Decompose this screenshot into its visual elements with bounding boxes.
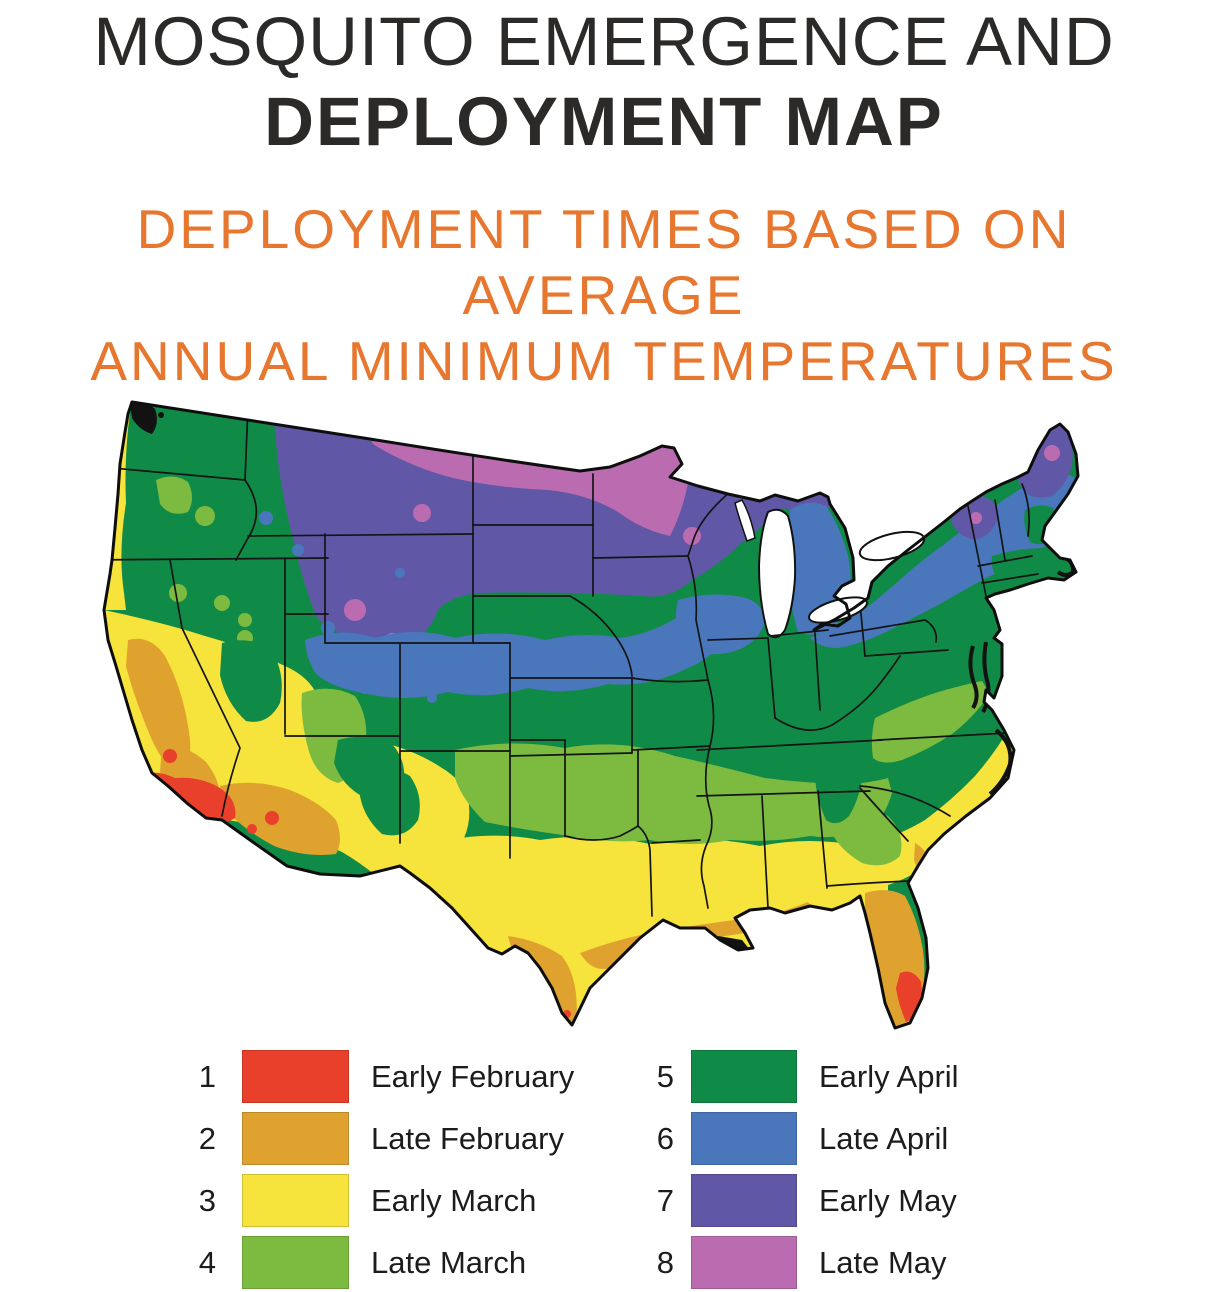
legend-number: 8: [656, 1244, 674, 1280]
legend-swatch-late-march: [242, 1236, 349, 1289]
legend-label: Early May: [819, 1182, 957, 1218]
zone-5-early-april-islands: [220, 505, 1074, 836]
legend-swatch-late-april: [691, 1112, 797, 1165]
legend-label: Late April: [819, 1120, 949, 1156]
legend-label: Early February: [371, 1058, 575, 1094]
title-line-2: DEPLOYMENT MAP: [264, 83, 944, 161]
legend-swatch-early-april: [691, 1050, 797, 1103]
us-map-svg: [102, 400, 1080, 1039]
legend-item-1: 1 Early February: [180, 1050, 574, 1103]
legend-label: Early March: [371, 1182, 537, 1218]
legend-item-7: 7 Early May: [648, 1174, 959, 1227]
legend-swatch-early-may: [691, 1174, 797, 1227]
legend-number: 4: [198, 1244, 216, 1280]
page-subtitle: DEPLOYMENT TIMES BASED ON AVERAGE ANNUAL…: [0, 196, 1208, 394]
legend-number: 6: [656, 1120, 674, 1156]
legend-swatch-late-february: [242, 1112, 349, 1165]
mississippi-delta: [718, 936, 750, 950]
legend-number: 2: [198, 1120, 216, 1156]
chesapeake-bay: [968, 645, 979, 710]
lake-erie: [808, 596, 868, 624]
subtitle-line-1: DEPLOYMENT TIMES BASED ON AVERAGE: [136, 198, 1072, 326]
legend-label: Early April: [819, 1058, 959, 1094]
legend-swatch-early-february: [242, 1050, 349, 1103]
legend-number: 5: [656, 1058, 674, 1094]
title-line-1: MOSQUITO EMERGENCE AND: [93, 3, 1115, 80]
legend-item-3: 3 Early March: [180, 1174, 574, 1227]
legend-label: Late May: [819, 1244, 947, 1280]
legend-label: Late March: [371, 1244, 527, 1280]
legend-item-5: 5 Early April: [648, 1050, 959, 1103]
legend-number: 7: [656, 1182, 674, 1218]
channel-islands: [123, 777, 129, 783]
legend-item-2: 2 Late February: [180, 1112, 574, 1165]
subtitle-line-2: ANNUAL MINIMUM TEMPERATURES: [90, 330, 1118, 392]
legend-swatch-late-may: [691, 1236, 797, 1289]
legend-label: Late February: [371, 1120, 564, 1156]
green-bay: [734, 499, 756, 542]
legend-column-left: 1 Early February 2 Late February 3 Early…: [180, 1050, 574, 1292]
legend-column-right: 5 Early April 6 Late April 7 Early May 8…: [648, 1050, 959, 1292]
legend-item-6: 6 Late April: [648, 1112, 959, 1165]
us-deployment-map: [70, 388, 1105, 1040]
legend-swatch-early-march: [242, 1174, 349, 1227]
legend-number: 3: [198, 1182, 216, 1218]
lake-michigan: [734, 499, 797, 639]
state-borders: [104, 405, 1039, 917]
zone-8-late-may-northeast-spots: [970, 445, 1060, 524]
florida-keys: [868, 1034, 873, 1039]
page-title: MOSQUITO EMERGENCE AND DEPLOYMENT MAP: [0, 2, 1208, 162]
legend-item-4: 4 Late March: [180, 1236, 574, 1289]
legend-item-8: 8 Late May: [648, 1236, 959, 1289]
puget-sound: [130, 402, 157, 434]
legend-number: 1: [198, 1058, 216, 1094]
